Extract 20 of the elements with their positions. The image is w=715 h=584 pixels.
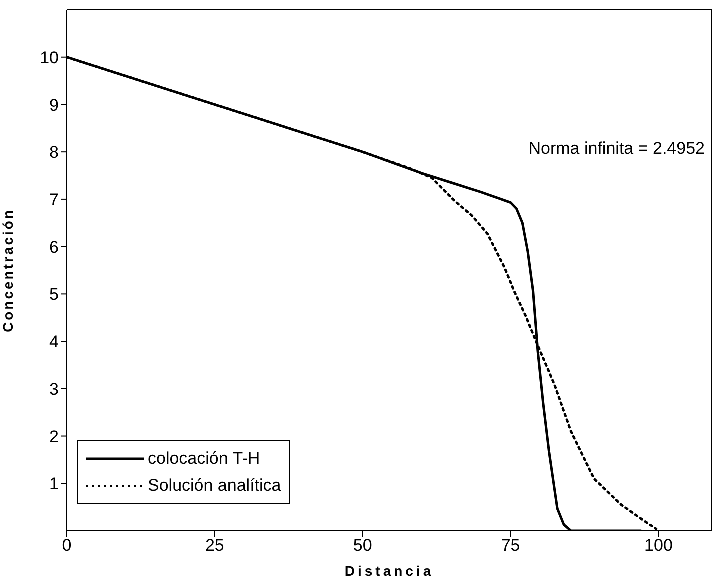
y-tick-label: 6 — [50, 238, 59, 257]
y-tick-label: 4 — [50, 332, 59, 352]
x-tick-label: 75 — [501, 536, 520, 556]
y-tick-label: 9 — [50, 96, 59, 115]
x-tick-label: 100 — [644, 536, 673, 556]
y-tick-label: 5 — [50, 285, 59, 304]
y-tick-label: 3 — [50, 380, 59, 399]
annotation: Norma infinita = 2.4952 — [528, 139, 705, 159]
y-tick-label: 10 — [40, 48, 59, 68]
legend-label: Solución analítica — [148, 475, 282, 497]
y-tick-label: 1 — [50, 474, 59, 494]
x-tick-label: 0 — [62, 536, 72, 556]
y-tick-label: 7 — [50, 190, 59, 210]
y-axis-title: Concentración — [0, 208, 16, 333]
x-axis-title: Distancia — [344, 563, 434, 579]
x-tick-label: 50 — [353, 536, 372, 556]
y-tick-label: 8 — [50, 143, 59, 162]
x-tick-label: 25 — [205, 536, 224, 556]
y-tick-label: 2 — [50, 427, 59, 446]
legend-label: colocación T-H — [148, 448, 260, 470]
